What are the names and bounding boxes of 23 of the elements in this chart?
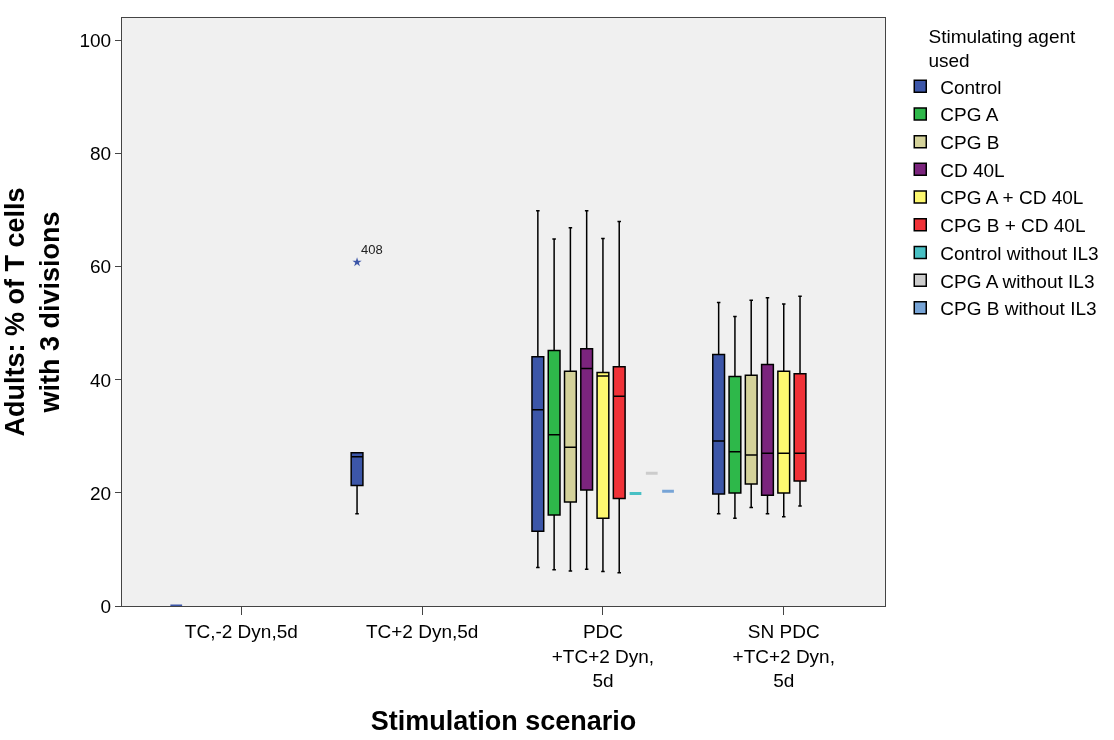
x-tick-label: PDC +TC+2 Dyn, 5d xyxy=(551,620,655,692)
x-tick-label: TC,-2 Dyn,5d xyxy=(184,620,298,642)
x-tick-label: TC+2 Dyn,5d xyxy=(365,620,479,642)
y-tick-label: 0 xyxy=(100,595,112,617)
legend-label: CPG A + CD 40L xyxy=(940,187,1084,209)
y-tick-label: 80 xyxy=(90,143,112,165)
legend-label: Control xyxy=(940,76,1002,98)
x-tick-label: SN PDC +TC+2 Dyn, 5d xyxy=(732,620,835,692)
legend-label: CPG A xyxy=(940,104,999,126)
legend-label: CPG B xyxy=(940,132,1000,154)
legend-label: CPG B + CD 40L xyxy=(940,215,1086,237)
legend-label: CD 40L xyxy=(940,159,1005,181)
y-tick-label: 60 xyxy=(90,256,112,278)
y-tick-label: 100 xyxy=(79,30,112,52)
legend-label: CPG A without IL3 xyxy=(940,270,1095,292)
x-axis-title: Stimulation scenario xyxy=(370,705,637,736)
legend-title: Stimulating agent used xyxy=(928,25,1077,72)
y-tick-label: 40 xyxy=(90,369,112,391)
annotation: 408 xyxy=(361,242,383,257)
y-tick-label: 20 xyxy=(90,482,112,504)
y-axis-title: Adults: % of T cells with 3 divisions xyxy=(0,187,66,437)
legend-label: CPG B without IL3 xyxy=(940,298,1097,320)
legend-label: Control without IL3 xyxy=(940,242,1099,264)
